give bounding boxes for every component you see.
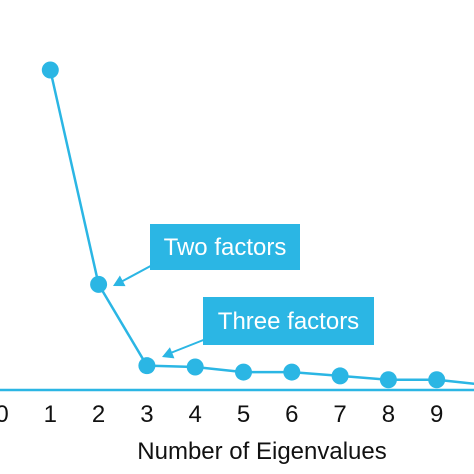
x-axis-title: Number of Eigenvalues bbox=[137, 438, 386, 465]
x-tick-label-2: 2 bbox=[92, 401, 105, 428]
data-point-9 bbox=[428, 371, 446, 389]
annotation-label-1: Two factors bbox=[164, 234, 287, 261]
x-tick-label-8: 8 bbox=[382, 401, 395, 428]
annotation-arrowhead-1 bbox=[113, 275, 126, 287]
series-line bbox=[49, 69, 474, 385]
x-tick-label-0: 0 bbox=[0, 401, 9, 428]
annotation-arrow-2 bbox=[167, 336, 212, 355]
data-point-4 bbox=[186, 358, 204, 376]
data-point-8 bbox=[379, 371, 397, 389]
data-point-3 bbox=[138, 357, 156, 375]
x-tick-label-6: 6 bbox=[285, 401, 298, 428]
x-tick-label-7: 7 bbox=[333, 401, 346, 428]
x-tick-label-9: 9 bbox=[430, 401, 443, 428]
x-tick-label-4: 4 bbox=[189, 401, 202, 428]
data-point-1 bbox=[41, 61, 59, 79]
data-point-7 bbox=[331, 367, 349, 385]
annotation-arrowhead-2 bbox=[162, 347, 175, 359]
data-point-2 bbox=[90, 275, 108, 293]
data-point-5 bbox=[235, 363, 252, 381]
x-tick-label-3: 3 bbox=[140, 401, 153, 428]
annotation-box-2 bbox=[203, 297, 374, 345]
annotation-label-2: Three factors bbox=[218, 308, 359, 335]
annotation-arrow-1 bbox=[118, 261, 159, 284]
x-tick-label-1: 1 bbox=[44, 401, 57, 428]
data-point-6 bbox=[283, 363, 301, 381]
plot-area: 0 1 2 3 4 5 6 7 8 9 Number of Eigenvalues Two facto… bbox=[0, 61, 474, 465]
x-tick-label-5: 5 bbox=[237, 401, 250, 428]
annotation-box-1 bbox=[150, 224, 300, 270]
